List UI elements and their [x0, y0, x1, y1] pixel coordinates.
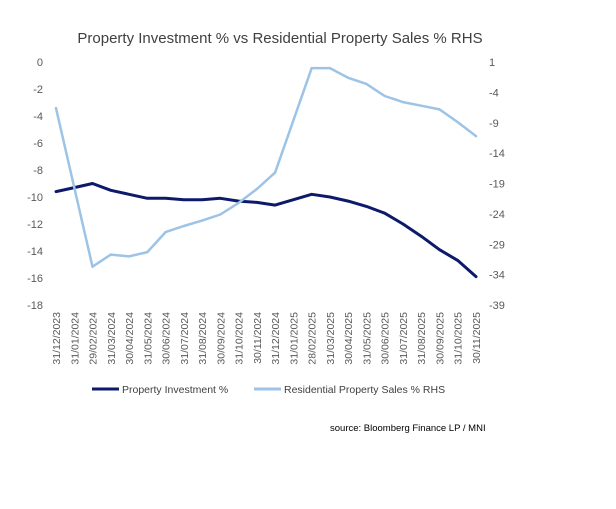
- left-axis-tick-label: 0: [37, 57, 43, 69]
- x-axis-tick-label: 31/12/2023: [51, 312, 63, 365]
- right-axis-tick-label: -34: [489, 270, 505, 282]
- x-axis-tick-label: 30/04/2025: [343, 312, 355, 365]
- residential-sales-point: [456, 120, 459, 124]
- x-axis-tick-label: 30/09/2025: [434, 312, 446, 365]
- left-axis-tick-label: -6: [33, 138, 43, 150]
- property-investment-point: [255, 201, 259, 204]
- residential-sales-point: [474, 134, 478, 138]
- property-investment-point: [146, 197, 149, 200]
- x-axis-tick-label: 31/10/2024: [234, 312, 246, 365]
- residential-sales-point: [164, 230, 167, 234]
- residential-sales-point: [54, 106, 58, 110]
- residential-sales-point: [383, 94, 386, 98]
- property-investment-point: [182, 198, 186, 201]
- residential-sales-point: [200, 219, 204, 222]
- right-axis-tick-label: -24: [489, 209, 505, 221]
- property-investment-point: [456, 259, 459, 262]
- x-axis-tick-label: 31/07/2025: [398, 312, 410, 365]
- property-investment-point: [420, 234, 423, 238]
- residential-sales-point: [127, 255, 131, 258]
- right-axis-tick-label: 1: [489, 57, 495, 69]
- residential-sales-point: [365, 82, 368, 86]
- left-axis-tick-label: -4: [33, 111, 43, 123]
- right-axis-tick-label: -14: [489, 148, 505, 160]
- residential-sales-point: [420, 104, 423, 107]
- x-axis-tick-label: 31/07/2024: [179, 312, 191, 365]
- x-axis-tick-label: 31/01/2025: [288, 312, 300, 365]
- left-axis-tick-label: -12: [27, 219, 43, 231]
- property-investment-point: [346, 199, 350, 203]
- left-axis-tick-label: -14: [27, 246, 43, 258]
- chart-title: Property Investment % vs Residential Pro…: [77, 30, 483, 47]
- property-investment-point: [200, 198, 204, 201]
- x-axis-tick-label: 30/11/2025: [471, 312, 483, 364]
- left-axis-tick-label: -8: [33, 165, 43, 177]
- x-axis-tick-label: 30/06/2025: [380, 312, 392, 365]
- right-axis-tick-label: -19: [489, 179, 505, 191]
- residential-sales-point: [146, 250, 149, 254]
- residential-sales-point: [328, 66, 332, 70]
- property-investment-point: [401, 222, 405, 226]
- x-axis-tick-label: 31/08/2024: [197, 312, 209, 365]
- left-axis-tick-label: -2: [33, 84, 43, 96]
- property-investment-point: [438, 248, 441, 251]
- right-axis-tick-label: -29: [489, 239, 505, 251]
- x-axis-tick-label: 31/03/2025: [325, 312, 337, 365]
- residential-sales-line: [54, 66, 478, 268]
- x-axis-tick-label: 31/08/2025: [416, 312, 428, 365]
- left-axis-tick-label: -18: [27, 300, 43, 312]
- property-investment-point: [365, 205, 368, 208]
- property-investment-point: [109, 189, 112, 192]
- residential-sales-point: [255, 187, 259, 191]
- property-investment-point: [383, 212, 386, 215]
- x-axis-tick-label: 31/12/2024: [270, 312, 282, 365]
- x-axis-tick-label: 28/02/2025: [307, 312, 319, 365]
- residential-sales-point: [219, 213, 222, 216]
- x-axis-tick-label: 31/10/2025: [453, 312, 465, 365]
- residential-sales-point: [91, 265, 94, 268]
- right-axis-tick-label: -39: [489, 300, 505, 312]
- right-axis-tick-label: -9: [489, 118, 499, 130]
- property-investment-point: [292, 198, 295, 201]
- x-axis-tick-label: 30/06/2024: [161, 312, 173, 365]
- x-axis-tick-label: 30/11/2024: [252, 312, 264, 364]
- residential-sales-point: [401, 100, 405, 104]
- x-axis-tick-label: 31/05/2024: [142, 312, 154, 365]
- property-investment-point: [164, 197, 167, 200]
- residential-sales-point: [109, 253, 112, 256]
- property-investment-point: [474, 275, 478, 278]
- x-axis-tick-label: 30/04/2024: [124, 312, 136, 365]
- property-investment-point: [54, 190, 58, 193]
- property-investment-point: [310, 193, 313, 196]
- x-axis-tick-label: 31/05/2025: [361, 312, 373, 365]
- residential-sales-point: [310, 66, 313, 70]
- property-investment-point: [273, 203, 277, 207]
- left-axis-tick-label: -10: [27, 192, 43, 204]
- right-axis-tick-label: -4: [489, 87, 499, 99]
- residential-sales-point: [182, 224, 186, 228]
- property-investment-point: [219, 197, 222, 200]
- property-investment-point: [127, 193, 131, 196]
- legend-label-property-investment: Property Investment %: [122, 384, 228, 396]
- x-axis-tick-label: 31/01/2024: [69, 312, 81, 365]
- left-axis-tick-label: -16: [27, 273, 43, 285]
- property-investment-point: [91, 182, 94, 185]
- residential-sales-point: [438, 108, 441, 111]
- legend-label-residential-sales: Residential Property Sales % RHS: [284, 384, 445, 396]
- residential-sales-point: [237, 201, 240, 205]
- property-investment-line: [54, 182, 478, 279]
- residential-sales-point: [273, 171, 277, 174]
- property-investment-point: [328, 195, 332, 199]
- x-axis-tick-label: 29/02/2024: [88, 312, 100, 365]
- x-axis-tick-label: 30/09/2024: [215, 312, 227, 365]
- x-axis-tick-label: 31/03/2024: [106, 312, 118, 365]
- source-note: source: Bloomberg Finance LP / MNI: [330, 423, 486, 434]
- residential-sales-point: [346, 76, 350, 79]
